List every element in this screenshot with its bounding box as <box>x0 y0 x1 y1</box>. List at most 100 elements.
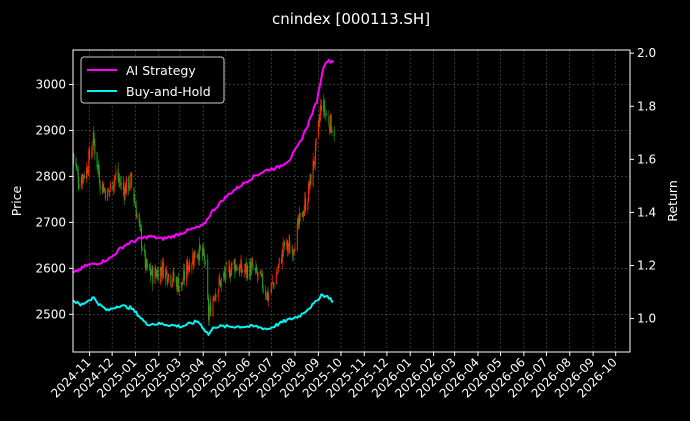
y2-tick-label: 1.2 <box>637 258 656 272</box>
candle-body <box>298 217 300 225</box>
candle-body <box>308 185 310 189</box>
candle-body <box>113 185 115 191</box>
candle-body <box>220 278 222 287</box>
candle-body <box>122 182 124 191</box>
candle-body <box>214 293 216 300</box>
candle-body <box>262 290 264 292</box>
plot-frame <box>72 49 631 353</box>
candle-body <box>302 211 304 218</box>
candle-body <box>329 125 331 132</box>
candle-body <box>138 213 140 223</box>
candle-body <box>176 279 178 291</box>
candle-body <box>97 165 99 168</box>
candle-body <box>131 174 133 186</box>
candle-body <box>150 273 152 275</box>
legend-label-ai-strategy: AI Strategy <box>126 63 196 78</box>
candle-body <box>229 275 231 277</box>
y-tick-label: 2600 <box>35 261 66 275</box>
candle-body <box>193 252 195 266</box>
candle-body <box>196 256 198 258</box>
candle-body <box>154 267 156 284</box>
candle-body <box>309 174 311 187</box>
candle-body <box>82 174 84 184</box>
candle-body <box>262 273 264 289</box>
candle-body <box>78 184 80 189</box>
y2-tick-label: 1.8 <box>637 99 656 113</box>
candle-body <box>239 266 241 273</box>
candle-body <box>134 200 136 203</box>
candle-body <box>207 297 209 320</box>
candle-body <box>91 150 93 159</box>
candle-body <box>278 257 280 264</box>
candle-body <box>293 250 295 255</box>
y2-tick-label: 1.0 <box>637 312 656 326</box>
candle-body <box>244 269 246 273</box>
candle-body <box>197 254 199 257</box>
candle-body <box>145 259 147 268</box>
candle-body <box>77 169 79 171</box>
candle-body <box>317 120 319 137</box>
candle-body <box>161 272 163 276</box>
candle-body <box>215 294 217 298</box>
candle-body <box>226 263 228 265</box>
candle-body <box>119 183 121 185</box>
candle-body <box>230 268 232 276</box>
candle-body <box>170 275 172 285</box>
candle-body <box>247 266 249 279</box>
candle-body <box>270 288 272 293</box>
candle-body <box>94 143 96 155</box>
candle-body <box>228 265 230 266</box>
candle-body <box>75 158 77 166</box>
candle-body <box>192 254 194 264</box>
candle-body <box>256 267 258 273</box>
candle-body <box>118 178 120 181</box>
candle-body <box>76 167 78 169</box>
ai-strategy-line <box>72 58 335 274</box>
candle-body <box>160 266 162 271</box>
candle-body <box>256 273 258 277</box>
candle-body <box>134 204 136 208</box>
candle-body <box>155 269 157 274</box>
candle-body <box>119 178 121 182</box>
candle-body <box>93 133 95 144</box>
candle-body <box>265 297 267 299</box>
candle-body <box>186 260 188 273</box>
candle-body <box>107 189 109 201</box>
y-axis-label: Price <box>9 185 24 216</box>
candle-body <box>150 268 152 276</box>
candle-body <box>86 168 88 174</box>
candle-body <box>92 131 94 146</box>
candle-body <box>326 114 328 115</box>
candle-body <box>198 254 200 261</box>
candle-body <box>255 265 257 270</box>
candle-body <box>167 282 169 284</box>
candle-body <box>183 270 185 282</box>
y2-tick-label: 1.4 <box>637 205 656 219</box>
candle-body <box>291 250 293 252</box>
candle-body <box>83 175 85 179</box>
candle-body <box>130 173 132 176</box>
candle-body <box>302 215 304 217</box>
candle-body <box>266 292 268 300</box>
candle-body <box>172 271 174 282</box>
candle-body <box>318 121 320 123</box>
candle-body <box>275 274 277 285</box>
candle-body <box>181 282 183 286</box>
candle-body <box>120 182 122 186</box>
candle-body <box>257 272 259 275</box>
candle-body <box>103 187 105 192</box>
candle-body <box>273 283 275 287</box>
candle-body <box>104 190 106 200</box>
candle-body <box>162 262 164 279</box>
candle-body <box>109 190 111 191</box>
candle-body <box>289 241 291 254</box>
candle-body <box>271 282 273 289</box>
candle-body <box>213 297 215 300</box>
candle-body <box>293 249 295 252</box>
candle-body <box>207 259 209 299</box>
candle-body <box>287 241 289 251</box>
candle-body <box>229 266 231 278</box>
y2-axis-label: Return <box>665 180 680 221</box>
candle-body <box>259 270 261 274</box>
candle-body <box>331 130 333 133</box>
